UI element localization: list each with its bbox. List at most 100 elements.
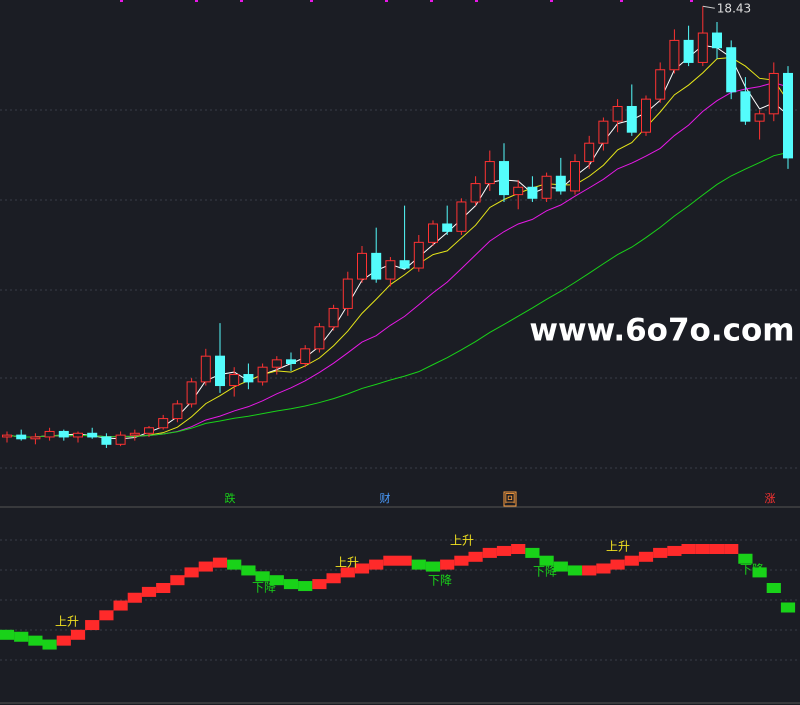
candle-body [612, 105, 623, 122]
candle-body [697, 32, 708, 63]
indicator-bar [184, 567, 199, 578]
candle-body [371, 252, 382, 280]
max-price-label: 18.43 [717, 2, 751, 16]
candle-body [499, 161, 509, 196]
grid [0, 109, 800, 661]
marker-label: 跌 [225, 491, 236, 505]
candle-body [712, 32, 722, 49]
candle-body [541, 175, 552, 199]
candle-body [144, 427, 154, 434]
candle-body [783, 72, 793, 159]
candle-body [229, 374, 240, 387]
indicator-bar [766, 583, 781, 593]
indicator-bar [369, 559, 384, 570]
indicator-bar [411, 559, 426, 570]
signal-label: 下降 [428, 574, 452, 588]
indicator-bar [752, 567, 767, 578]
indicator-bar [681, 544, 696, 554]
indicator-bar [496, 545, 512, 556]
candle-body [44, 430, 55, 438]
candle-body [30, 436, 41, 440]
candle-body [570, 161, 580, 192]
candle-body [385, 260, 396, 280]
indicator-bar [440, 559, 455, 570]
candle-body [399, 260, 410, 269]
candle-body [16, 434, 27, 440]
signal-label: 下降 [740, 563, 764, 577]
indicator-bar [241, 565, 256, 576]
indicator-bar [198, 561, 213, 572]
candle-body [314, 326, 325, 350]
indicator-bar [312, 579, 327, 590]
indicator-bar [695, 544, 710, 554]
candle-body [158, 418, 169, 429]
candle-body [271, 359, 282, 368]
indicator-bar [56, 635, 71, 646]
candle-body [598, 120, 609, 144]
candle-body [442, 223, 453, 232]
candle-body [357, 252, 367, 280]
indicator-bar [482, 547, 497, 558]
indicator-bar [780, 602, 796, 613]
indicator-bar [227, 559, 242, 570]
indicator-bar [283, 579, 299, 590]
top-ticks [120, 0, 693, 2]
indicator-bar [354, 563, 370, 574]
indicator-bar [667, 545, 682, 556]
indicator-bar [638, 551, 654, 562]
indicator-bar [709, 544, 725, 554]
watermark: www.6o7o.com [529, 313, 794, 349]
candle-body [257, 366, 268, 383]
indicator-bar [468, 551, 483, 562]
indicator-bar [567, 565, 583, 576]
signal-label: 上升 [335, 556, 359, 570]
candle-body [115, 434, 126, 445]
marker-label: 财 [380, 491, 391, 505]
candle-body [768, 72, 779, 115]
signal-label: 上升 [450, 534, 474, 548]
candle-body [186, 381, 197, 405]
candle-body [101, 436, 112, 445]
candle-body [87, 432, 98, 438]
candle-body [754, 113, 765, 122]
indicator-bar [0, 629, 15, 640]
indicator-bar [340, 567, 355, 578]
indicator-bar [596, 563, 611, 574]
candle-body [413, 241, 424, 269]
moving-average [6, 152, 789, 438]
candle-body [626, 105, 637, 133]
candle-body [215, 355, 225, 387]
signal-label: 上升 [55, 615, 79, 629]
marker-box [503, 491, 517, 507]
indicator-bar [724, 544, 739, 554]
candle-body [129, 432, 140, 436]
indicator-bar [383, 555, 398, 566]
indicator-bar [454, 555, 469, 566]
indicator-bar [156, 583, 171, 593]
candle-body [300, 348, 311, 365]
marker-label: 涨 [765, 492, 776, 505]
indicator-bar [212, 557, 228, 568]
candle-body [740, 91, 751, 122]
candle-body [669, 39, 680, 71]
indicator-bar [255, 571, 270, 582]
indicator-bar [653, 547, 668, 558]
indicator-bar [610, 559, 625, 570]
candle-body [470, 183, 481, 203]
indicator-bar [28, 635, 43, 646]
candle-body [555, 175, 566, 192]
annotation-pointer [702, 5, 715, 9]
candle-body [683, 39, 694, 63]
candle-body [73, 432, 83, 438]
signal-label: 下降 [252, 581, 276, 595]
signal-label: 下降 [533, 565, 557, 579]
indicator-bar [14, 631, 29, 642]
candle-body [243, 374, 254, 383]
candle-body [484, 161, 495, 185]
candle-body [726, 47, 737, 93]
candle-body [2, 434, 12, 438]
candle-body [655, 69, 666, 100]
indicator-bar [298, 581, 313, 592]
